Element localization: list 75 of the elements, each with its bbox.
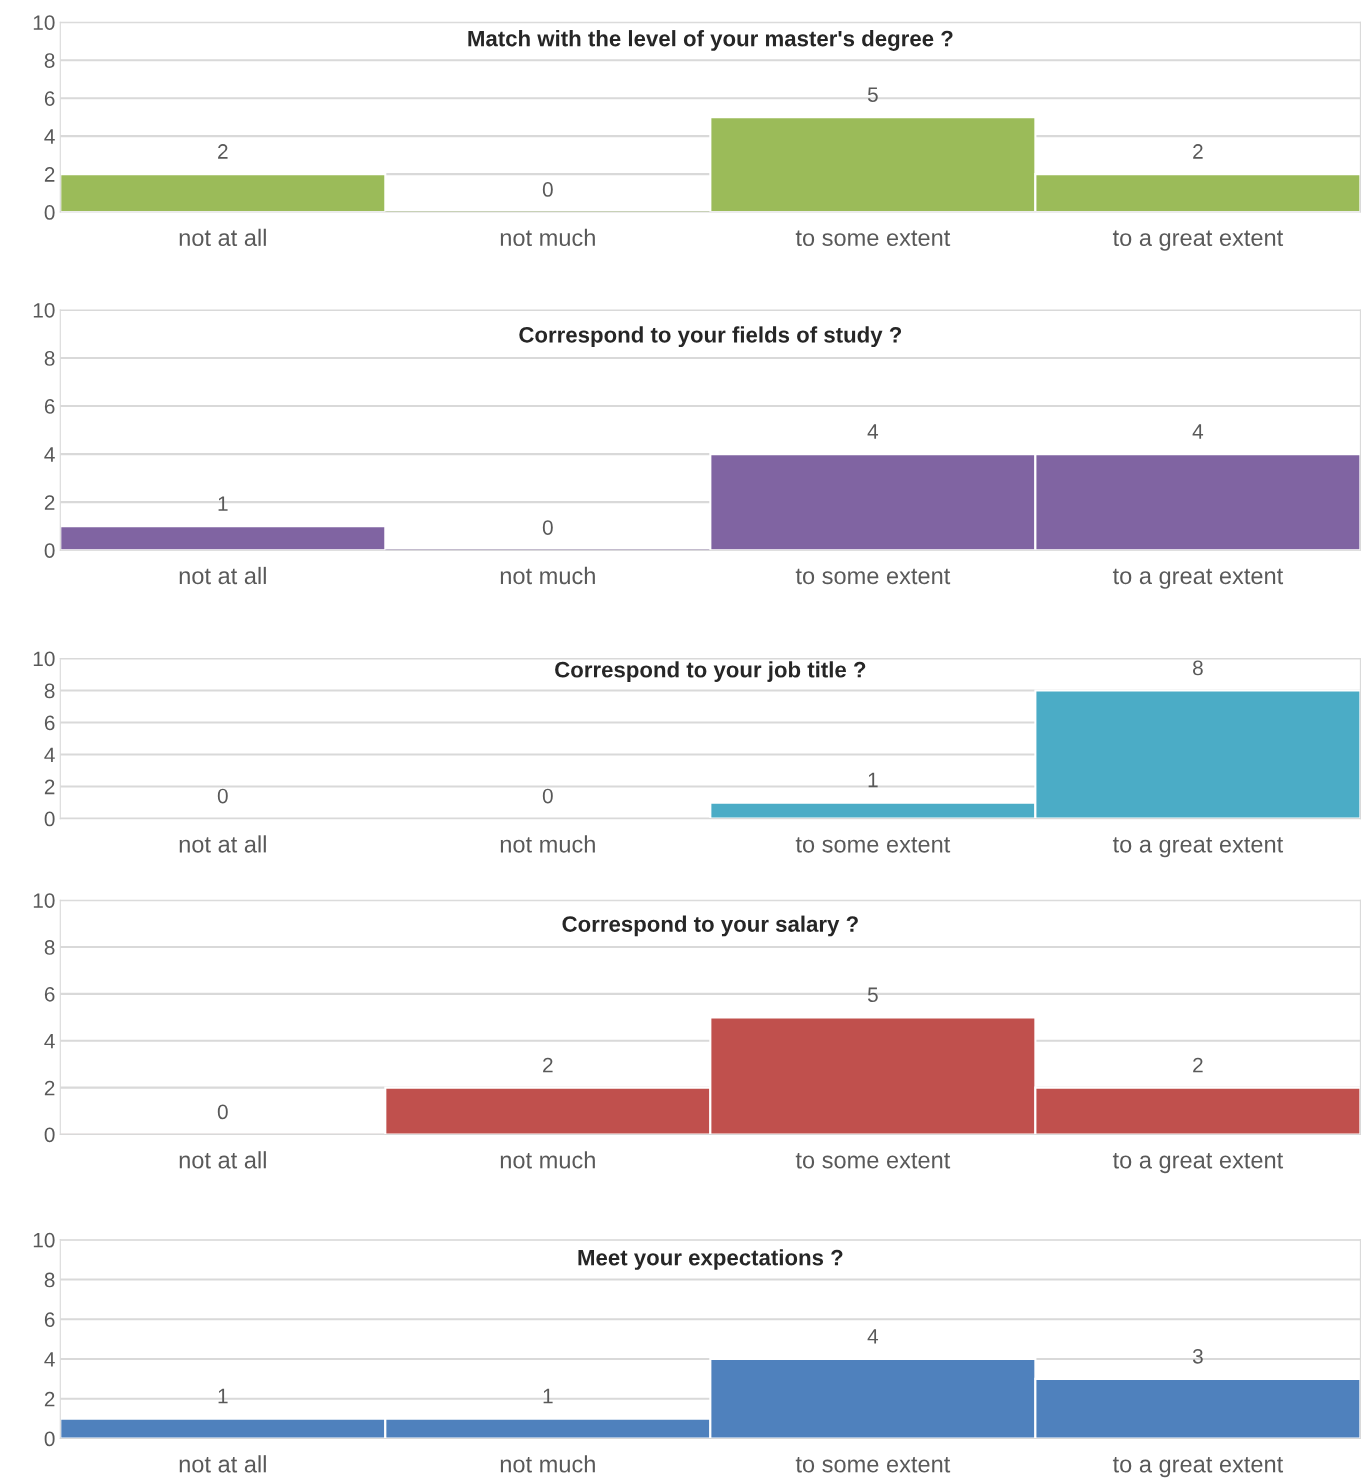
y-tick-label: 6 — [44, 91, 55, 106]
data-label: 5 — [867, 987, 878, 1003]
y-tick-label: 4 — [44, 747, 55, 763]
chart-title: Meet your expectations ? — [578, 1249, 843, 1270]
x-tick-label: not much — [500, 1151, 595, 1169]
y-tick-label: 10 — [33, 651, 55, 667]
data-label: 5 — [867, 87, 878, 102]
data-label: 8 — [1193, 660, 1203, 676]
x-tick-label: to a great extent — [1112, 230, 1284, 251]
y-tick-label: 8 — [44, 351, 55, 366]
y-tick-label: 2 — [44, 1080, 55, 1096]
data-label: 0 — [542, 520, 553, 535]
x-tick-label: to a great extent — [1112, 568, 1284, 589]
data-label: 2 — [1193, 144, 1203, 159]
x-tick-label: not much — [500, 566, 595, 585]
data-label: 2 — [543, 1057, 553, 1073]
y-tick-label: 2 — [44, 779, 55, 795]
y-tick-label: 0 — [44, 811, 55, 827]
x-tick-label: not much — [500, 228, 595, 247]
y-tick-label: 8 — [44, 683, 55, 699]
data-label: 4 — [867, 424, 879, 439]
y-tick-label: 4 — [44, 447, 55, 462]
data-label: 3 — [1192, 1348, 1203, 1364]
y-tick-label: 6 — [44, 986, 55, 1002]
chart-title: Match with the level of your master's degree ? — [468, 30, 953, 51]
text: Correspond to your salary ? — [562, 915, 858, 937]
data-label: 0 — [542, 182, 553, 197]
y-tick-label: 10 — [33, 1232, 55, 1248]
x-tick-label: not at all — [179, 835, 266, 853]
data-label: 0 — [217, 788, 228, 804]
y-tick-label: 0 — [44, 1127, 55, 1143]
data-label: 4 — [1192, 424, 1204, 439]
y-tick-label: 8 — [44, 940, 55, 955]
x-tick-label: not much — [500, 835, 595, 853]
data-label: 0 — [542, 788, 553, 804]
y-tick-label: 6 — [44, 399, 55, 414]
y-tick-label: 6 — [44, 1312, 55, 1328]
data-label: 2 — [218, 144, 228, 159]
y-tick-label: 8 — [44, 1272, 55, 1288]
x-tick-label: not at all — [179, 566, 266, 585]
x-tick-label: not at all — [179, 1151, 266, 1169]
data-label: 1 — [543, 1388, 553, 1404]
y-tick-label: 0 — [44, 1431, 55, 1447]
x-tick-label: not at all — [179, 228, 266, 247]
data-label: 1 — [868, 772, 878, 788]
y-tick-label: 8 — [44, 53, 55, 68]
x-tick-label: not much — [500, 1455, 595, 1473]
x-tick-label: to some extent — [795, 568, 951, 585]
x-tick-label: to some extent — [795, 837, 951, 853]
data-label: 1 — [218, 1388, 228, 1404]
y-tick-label: 4 — [44, 129, 55, 144]
y-tick-label: 10 — [33, 893, 55, 908]
y-tick-label: 0 — [44, 205, 55, 220]
y-tick-label: 10 — [33, 15, 55, 30]
y-tick-label: 4 — [44, 1352, 55, 1367]
y-tick-label: 4 — [44, 1033, 55, 1049]
data-label: 4 — [867, 1329, 879, 1344]
text: Correspond to your fields of study ? — [519, 326, 902, 348]
chart-title: Correspond to your job title ? — [555, 661, 866, 682]
data-label: 2 — [1193, 1057, 1203, 1073]
y-tick-label: 2 — [44, 167, 55, 182]
x-tick-label: to a great extent — [1112, 1457, 1284, 1478]
y-tick-label: 2 — [44, 1391, 55, 1407]
x-tick-label: to a great extent — [1112, 1153, 1284, 1174]
x-tick-label: not at all — [179, 1455, 266, 1473]
data-label: 1 — [218, 496, 228, 511]
y-tick-label: 2 — [44, 495, 55, 510]
x-tick-label: to a great extent — [1112, 837, 1284, 858]
x-tick-label: to some extent — [795, 1457, 951, 1473]
x-tick-label: to some extent — [795, 1153, 951, 1169]
y-tick-label: 6 — [44, 715, 55, 731]
y-tick-label: 0 — [44, 543, 55, 558]
x-tick-label: to some extent — [795, 230, 951, 247]
y-tick-label: 10 — [33, 302, 55, 318]
data-label: 0 — [217, 1104, 228, 1120]
